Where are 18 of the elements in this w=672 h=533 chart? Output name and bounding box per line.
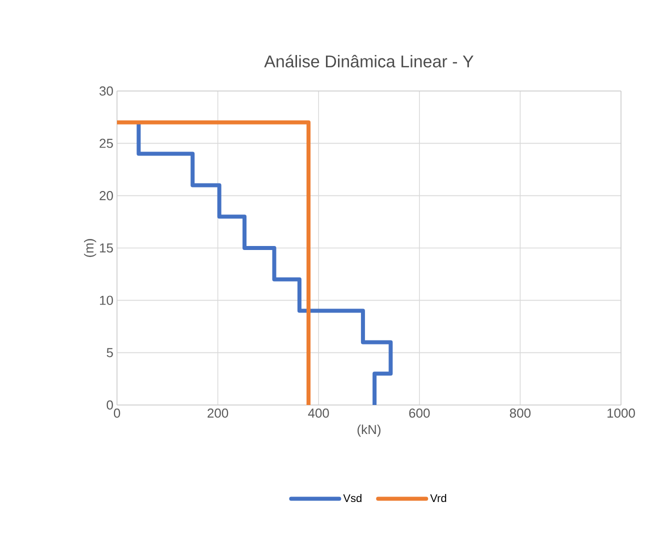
x-axis-title: (kN) <box>358 424 380 437</box>
x-tick-label: 600 <box>409 408 430 418</box>
chart-title: Análise Dinâmica Linear - Y <box>264 54 474 68</box>
x-tick-label: 1000 <box>608 408 635 418</box>
y-tick-label: 25 <box>100 138 113 148</box>
x-tick-label: 400 <box>308 408 329 418</box>
y-tick-label: 10 <box>100 296 113 305</box>
y-tick-label: 0 <box>106 400 113 410</box>
y-tick-label: 15 <box>100 243 113 253</box>
legend-label: Vrd <box>430 494 446 502</box>
x-tick-label: 800 <box>510 408 531 418</box>
y-axis-title: (m) <box>84 239 96 257</box>
y-tick-label: 5 <box>106 348 113 358</box>
y-tick-label: 30 <box>100 86 113 96</box>
y-tick-label: 20 <box>100 191 113 200</box>
legend-label: Vsd <box>343 494 362 502</box>
x-tick-label: 0 <box>114 408 120 418</box>
x-tick-label: 200 <box>208 408 228 418</box>
